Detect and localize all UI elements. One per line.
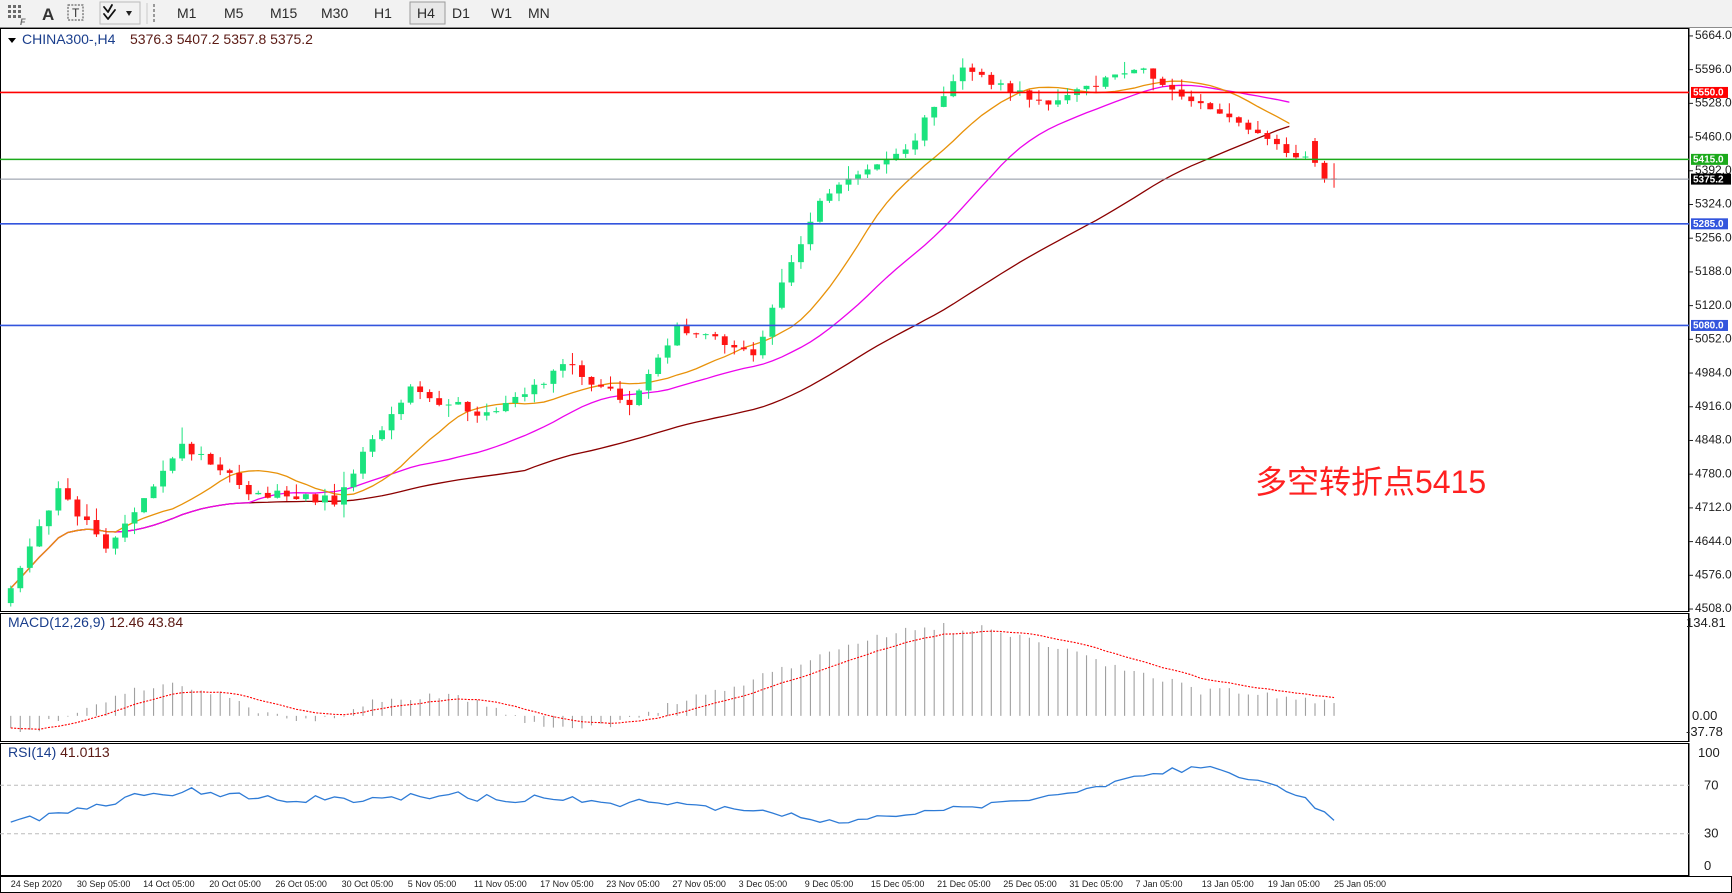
svg-text:4848.0: 4848.0 [1695,433,1732,447]
svg-text:134.81: 134.81 [1686,615,1726,630]
svg-text:20 Oct 05:00: 20 Oct 05:00 [209,879,261,889]
svg-text:11 Nov 05:00: 11 Nov 05:00 [474,879,527,889]
svg-text:5188.0: 5188.0 [1695,264,1732,278]
svg-text:30 Sep 05:00: 30 Sep 05:00 [77,879,131,889]
svg-text:27 Nov 05:00: 27 Nov 05:00 [672,879,726,889]
svg-text:14 Oct 05:00: 14 Oct 05:00 [143,879,195,889]
svg-text:-37.78: -37.78 [1686,724,1723,739]
svg-text:4644.0: 4644.0 [1695,534,1732,548]
svg-text:15 Dec 05:00: 15 Dec 05:00 [871,879,925,889]
svg-text:5596.0: 5596.0 [1695,62,1732,76]
svg-text:24 Sep 2020: 24 Sep 2020 [11,879,62,889]
svg-text:5376.3 5407.2 5357.8 5375.2: 5376.3 5407.2 5357.8 5375.2 [130,31,313,47]
svg-text:26 Oct 05:00: 26 Oct 05:00 [275,879,327,889]
svg-text:4576.0: 4576.0 [1695,568,1732,582]
svg-text:多空转折点5415: 多空转折点5415 [1255,464,1486,500]
svg-text:31 Dec 05:00: 31 Dec 05:00 [1069,879,1123,889]
svg-text:5080.0: 5080.0 [1693,321,1724,332]
svg-text:70: 70 [1704,777,1718,792]
svg-text:4780.0: 4780.0 [1695,466,1732,480]
svg-text:0.00: 0.00 [1692,708,1717,723]
svg-text:5052.0: 5052.0 [1695,332,1732,346]
svg-text:17 Nov 05:00: 17 Nov 05:00 [540,879,594,889]
svg-text:5 Nov 05:00: 5 Nov 05:00 [408,879,457,889]
svg-text:30: 30 [1704,826,1718,841]
svg-text:4984.0: 4984.0 [1695,365,1732,379]
svg-text:9 Dec 05:00: 9 Dec 05:00 [805,879,854,889]
svg-text:5375.2: 5375.2 [1693,174,1724,185]
svg-text:5415.0: 5415.0 [1693,155,1724,166]
svg-text:0: 0 [1704,858,1711,873]
svg-text:3 Dec 05:00: 3 Dec 05:00 [739,879,788,889]
svg-text:7 Jan 05:00: 7 Jan 05:00 [1136,879,1183,889]
svg-text:5256.0: 5256.0 [1695,230,1732,244]
svg-text:5285.0: 5285.0 [1693,219,1724,230]
svg-text:30 Oct 05:00: 30 Oct 05:00 [342,879,394,889]
svg-text:21 Dec 05:00: 21 Dec 05:00 [937,879,991,889]
svg-text:RSI(14) 41.0113: RSI(14) 41.0113 [8,744,110,760]
svg-text:13 Jan 05:00: 13 Jan 05:00 [1202,879,1254,889]
svg-text:19 Jan 05:00: 19 Jan 05:00 [1268,879,1320,889]
svg-text:5324.0: 5324.0 [1695,197,1732,211]
svg-text:23 Nov 05:00: 23 Nov 05:00 [606,879,660,889]
svg-text:5120.0: 5120.0 [1695,298,1732,312]
svg-text:25 Jan 05:00: 25 Jan 05:00 [1334,879,1386,889]
svg-text:4508.0: 4508.0 [1695,601,1732,612]
svg-text:5550.0: 5550.0 [1693,88,1724,99]
svg-text:5664.0: 5664.0 [1695,28,1732,42]
svg-text:25 Dec 05:00: 25 Dec 05:00 [1003,879,1057,889]
svg-text:4916.0: 4916.0 [1695,399,1732,413]
svg-text:4712.0: 4712.0 [1695,500,1732,514]
svg-text:CHINA300-,H4: CHINA300-,H4 [22,31,116,47]
svg-text:5460.0: 5460.0 [1695,129,1732,143]
svg-text:100: 100 [1698,745,1720,760]
svg-text:MACD(12,26,9) 12.46 43.84: MACD(12,26,9) 12.46 43.84 [8,614,183,630]
